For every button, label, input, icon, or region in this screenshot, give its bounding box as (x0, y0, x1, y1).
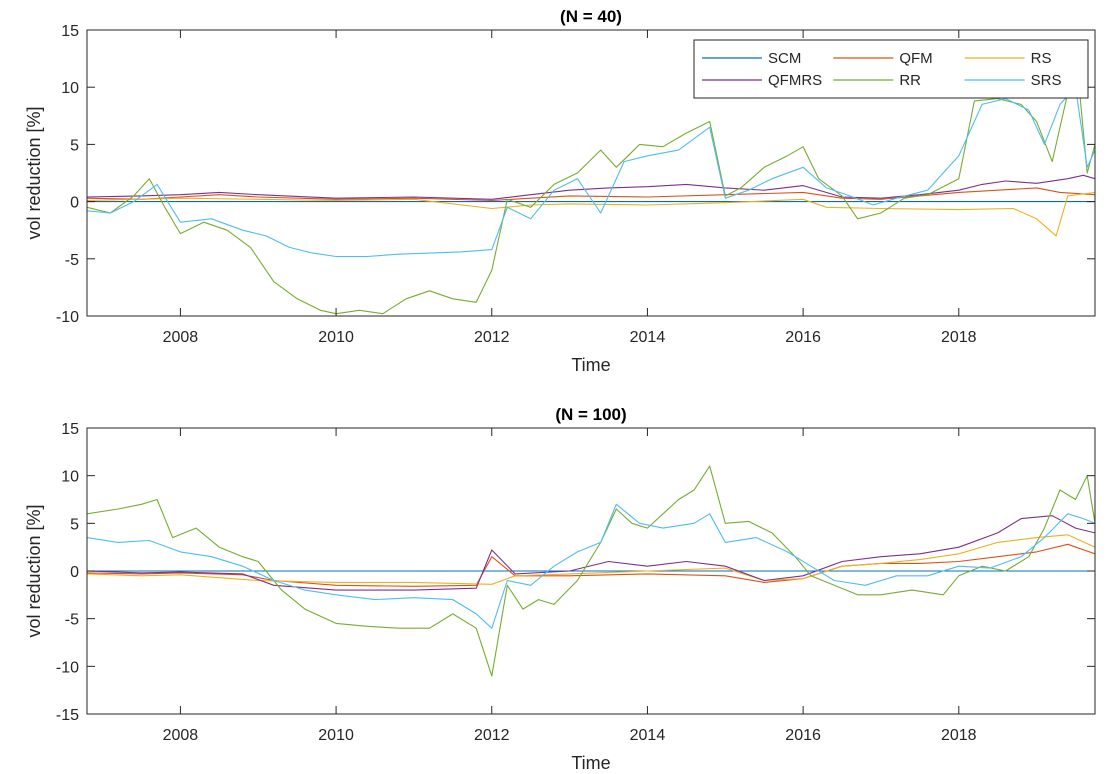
x-tick-label: 2012 (474, 329, 510, 346)
x-axis-label: Time (571, 753, 610, 773)
x-tick-label: 2010 (318, 329, 354, 346)
y-tick-label: 5 (70, 137, 79, 154)
x-tick-label: 2018 (941, 727, 977, 744)
x-tick-label: 2016 (785, 727, 821, 744)
y-axis-label: vol reduction [%] (24, 106, 44, 239)
y-tick-label: 10 (61, 80, 79, 97)
series-group (87, 86, 1095, 315)
subplot-n40: 2008 2010 2012 2014 2016 2018 -10 -5 0 5 10 15 (N = … (24, 7, 1096, 375)
legend-label-qfm: QFM (899, 50, 932, 67)
x-tick-label: 2008 (163, 727, 199, 744)
legend-label-scm: SCM (768, 50, 801, 67)
chart-title: (N = 100) (555, 405, 626, 424)
legend-label-qfmrs: QFMRS (768, 72, 822, 89)
y-tick-label: 5 (70, 516, 79, 533)
series-line-srs (87, 503, 1095, 629)
series-line-qfmrs (87, 174, 1095, 200)
x-tick-label: 2010 (318, 727, 354, 744)
legend-box (693, 39, 1089, 99)
y-axis-label: vol reduction [%] (24, 504, 44, 637)
series-line-rs (87, 191, 1095, 237)
y-tick-label: -10 (56, 659, 79, 676)
y-tick-label: 10 (61, 469, 79, 486)
y-tick-label: -15 (56, 707, 79, 724)
series-line-qfmrs (87, 515, 1095, 591)
x-tick-label: 2018 (941, 329, 977, 346)
y-tick-label: 15 (61, 421, 79, 438)
series-line-rr (87, 465, 1095, 677)
x-axis-label: Time (571, 355, 610, 375)
x-tick-label: 2008 (163, 329, 199, 346)
axes-frame (86, 29, 1096, 317)
series-line-qfm (87, 543, 1095, 587)
series-line-srs (87, 86, 1095, 258)
x-tick-label: 2014 (630, 727, 666, 744)
legend-label-rr: RR (899, 72, 921, 89)
x-tick-label: 2014 (630, 329, 666, 346)
series-line-qfm (87, 187, 1095, 202)
y-tick-label: 0 (70, 564, 79, 581)
legend-label-rs: RS (1031, 50, 1052, 67)
y-tick-label: 0 (70, 195, 79, 212)
subplot-n100: 2008 2010 2012 2014 2016 2018 -15 -10 -5 0 5 10 15 (N… (24, 405, 1096, 773)
chart-title: (N = 40) (560, 7, 622, 26)
series-group (87, 465, 1095, 677)
x-tick-label: 2012 (474, 727, 510, 744)
series-line-rs (87, 534, 1095, 585)
series-line-rr (87, 88, 1095, 315)
legend-label-srs: SRS (1031, 72, 1062, 89)
y-tick-label: -5 (65, 252, 79, 269)
y-tick-label: -10 (56, 309, 79, 326)
x-tick-label: 2016 (785, 329, 821, 346)
y-tick-label: -5 (65, 612, 79, 629)
y-tick-label: 15 (61, 23, 79, 40)
